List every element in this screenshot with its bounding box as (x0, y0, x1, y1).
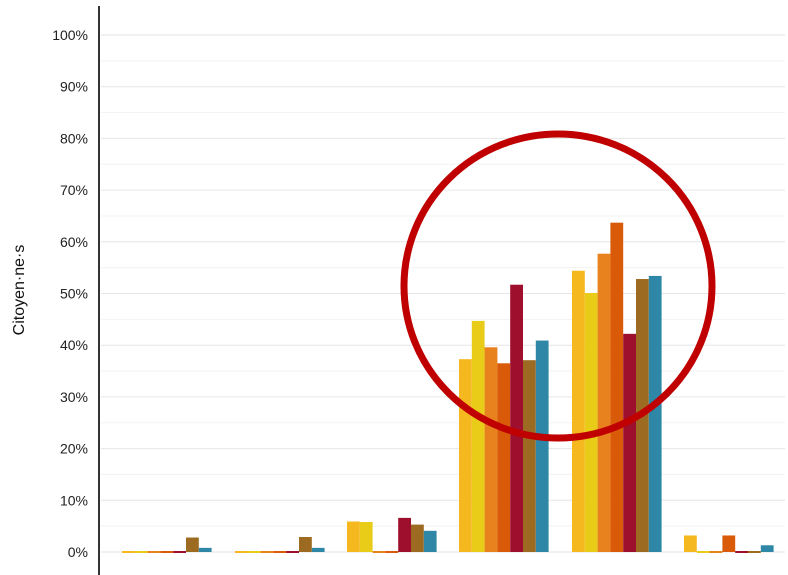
bar (134, 551, 148, 553)
bar (423, 530, 437, 552)
y-tick-label: 90% (60, 79, 88, 95)
bar (173, 551, 186, 553)
bar (735, 551, 748, 553)
bar (385, 551, 399, 553)
bar (459, 359, 472, 552)
bar (471, 320, 485, 552)
bar (260, 551, 274, 553)
bar (696, 551, 710, 553)
bar (198, 547, 212, 552)
y-tick-label: 80% (60, 130, 88, 146)
bar (648, 275, 662, 552)
bar (311, 547, 325, 552)
y-tick-label: 30% (60, 389, 88, 405)
bar (273, 551, 287, 553)
bar (610, 222, 624, 552)
bar (122, 551, 135, 553)
bar (359, 522, 373, 552)
y-tick-label: 20% (60, 441, 88, 457)
y-axis-ticks: 0% 10% 20% 30% 40% 50% 60% 70% 80% 90% 100% (52, 27, 88, 560)
bar (497, 363, 511, 552)
bar (684, 535, 697, 552)
bar (584, 292, 598, 552)
bar (160, 551, 174, 553)
bar (535, 340, 549, 552)
bar (398, 517, 411, 552)
bar (411, 524, 424, 552)
y-tick-label: 50% (60, 286, 88, 302)
y-tick-label: 0% (68, 544, 88, 560)
bar (709, 551, 723, 553)
bar (760, 545, 774, 552)
bar (523, 360, 536, 552)
bar (484, 347, 498, 552)
bar (286, 551, 299, 553)
bar (186, 537, 199, 552)
highlight-circle (400, 130, 716, 442)
bar (247, 551, 261, 553)
grid-lines (101, 34, 785, 553)
bar (597, 253, 611, 553)
bars (122, 222, 774, 553)
bar (147, 551, 161, 553)
y-tick-label: 10% (60, 492, 88, 508)
y-axis-title: Citoyen·ne·s (11, 245, 28, 336)
y-tick-label: 70% (60, 182, 88, 198)
y-tick-label: 40% (60, 337, 88, 353)
bar (372, 551, 386, 553)
annotations (400, 130, 716, 442)
bar (347, 521, 360, 552)
bar (572, 270, 585, 552)
bar (722, 535, 736, 552)
bar (299, 537, 312, 552)
bar (235, 551, 248, 553)
bar (623, 333, 636, 552)
bar (510, 284, 523, 552)
bar (748, 551, 761, 553)
y-tick-label: 60% (60, 234, 88, 250)
y-tick-label: 100% (52, 27, 88, 43)
